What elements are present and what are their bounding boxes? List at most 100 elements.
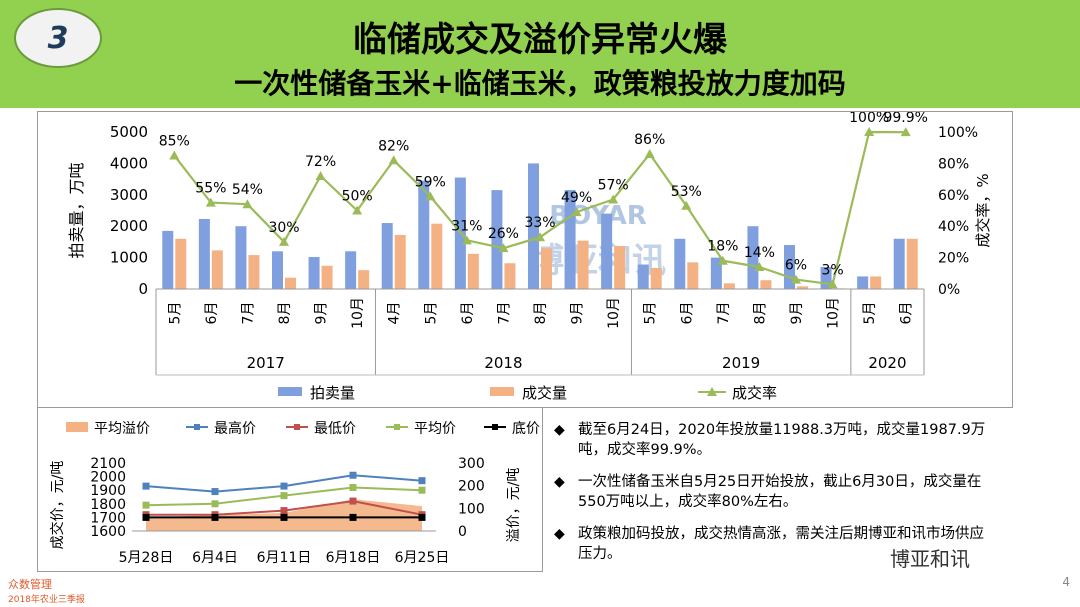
deal-rate-label: 49%: [561, 190, 592, 206]
deal-rate-point: [791, 274, 801, 284]
bar-auction: [601, 213, 613, 289]
x-category-label: 10月: [826, 297, 842, 329]
deal-rate-label: 50%: [342, 189, 373, 205]
bullet-list: ◆ 截至6月24日，2020年投放量11988.3万吨，成交量1987.9万吨，成…: [552, 420, 992, 576]
bar-deal: [650, 267, 662, 289]
right-tick-label: 300: [458, 456, 485, 472]
x-category-label: 6月: [204, 302, 220, 325]
deal-rate-label: 55%: [195, 181, 226, 197]
deal-rate-point: [535, 232, 545, 242]
price-point: [280, 482, 288, 490]
left-tick-label: 1800: [90, 497, 126, 513]
deal-rate-point: [352, 205, 363, 215]
deal-rate-label: 82%: [378, 138, 409, 154]
legend-label-deal: 成交量: [522, 384, 567, 402]
bar-auction: [272, 251, 283, 289]
bar-auction: [381, 223, 393, 289]
bar-auction: [491, 190, 503, 289]
bar-auction: [784, 245, 795, 289]
left-tick-label: 0: [138, 280, 148, 298]
bar-auction: [564, 190, 576, 289]
deal-rate-point: [571, 207, 582, 217]
deal-rate-point: [242, 199, 253, 209]
price-point: [280, 513, 288, 521]
right-axis-label: 溢价，元/吨: [506, 468, 522, 543]
deal-rate-point: [827, 279, 838, 289]
x-category-label: 4月: [387, 302, 403, 325]
bullet-item: ◆ 一次性储备玉米自5月25日开始投放，截止6月30日，成交量在550万吨以上，成…: [552, 472, 992, 512]
bar-auction: [308, 256, 320, 289]
bar-auction: [345, 251, 357, 289]
price-point: [142, 501, 150, 509]
bar-deal: [614, 245, 626, 289]
right-axis-label: 成交率，%: [974, 173, 992, 247]
right-tick-label: 200: [458, 479, 485, 495]
left-tick-label: 5000: [110, 123, 148, 141]
right-tick-label: 0: [458, 524, 467, 540]
bullet-diamond-icon: ◆: [554, 422, 565, 438]
right-tick-label: 60%: [938, 188, 969, 204]
bar-auction: [528, 163, 539, 289]
bar-deal: [211, 250, 223, 289]
bullet-item: ◆ 截至6月24日，2020年投放量11988.3万吨，成交量1987.9万吨，成…: [552, 420, 992, 460]
deal-rate-point: [461, 235, 472, 245]
bullet-text: 政策粮加码投放，成交热情高涨，需关注后期博亚和讯市场供应压力。: [578, 526, 984, 562]
price-point: [349, 471, 357, 479]
left-axis-label: 拍卖量，万吨: [67, 162, 86, 258]
x-category-label: 6月25日: [395, 550, 450, 566]
group-label: 2017: [247, 354, 285, 372]
legend-label: 平均溢价: [94, 421, 150, 437]
deal-rate-point: [279, 236, 289, 246]
x-category-label: 7月: [240, 302, 256, 325]
deal-rate-label: 31%: [451, 218, 482, 234]
bar-deal: [760, 280, 772, 289]
price-chart-panel: 平均溢价 最高价 最低价 平均价 底价 1600 1700 1800 1900 2000 2100 0…: [37, 407, 543, 572]
bar-deal: [431, 223, 443, 289]
deal-rate-point: [205, 197, 216, 207]
bar-deal: [321, 265, 333, 289]
price-point: [142, 482, 150, 490]
auction-chart: BOYAR博亚和讯0100020003000400050000%20%40%60…: [67, 110, 992, 402]
deal-rate-point: [754, 262, 765, 272]
x-category-label: 9月: [314, 302, 330, 325]
deal-rate-point: [425, 191, 436, 201]
deal-rate-label: 99.9%: [883, 112, 927, 126]
deal-rate-label: 100%: [849, 112, 889, 126]
x-category-label: 6月11日: [257, 550, 312, 566]
deal-rate-label: 72%: [305, 154, 336, 170]
deal-rate-label: 54%: [232, 182, 263, 198]
left-tick-label: 4000: [110, 154, 148, 172]
legend-label: 底价: [512, 421, 540, 437]
wechat-watermark: 博亚和讯: [890, 547, 970, 571]
bar-auction: [747, 226, 759, 289]
deal-rate-label: 26%: [488, 226, 519, 242]
deal-rate-label: 6%: [785, 258, 807, 274]
legend-label: 平均价: [414, 421, 456, 437]
bar-deal: [577, 240, 589, 289]
price-point: [280, 492, 288, 500]
deal-rate-label: 53%: [671, 184, 702, 200]
bar-deal: [248, 255, 260, 289]
right-tick-label: 40%: [938, 219, 969, 235]
legend-label-auction: 拍卖量: [310, 384, 355, 402]
deal-rate-point: [498, 243, 509, 253]
x-category-label: 6月: [460, 302, 476, 325]
left-axis-label: 成交价，元/吨: [49, 461, 66, 550]
x-category-label: 6月: [679, 302, 695, 325]
left-tick-label: 2100: [90, 456, 126, 472]
bar-auction: [674, 238, 686, 289]
x-category-label: 8月: [277, 302, 293, 325]
bar-deal: [870, 276, 882, 289]
deal-rate-point: [608, 194, 619, 204]
slide-subtitle: 一次性储备玉米+临储玉米，政策粮投放力度加码: [234, 67, 846, 100]
bar-deal: [504, 263, 516, 289]
price-point: [142, 513, 150, 521]
bar-deal: [285, 277, 296, 289]
deal-rate-point: [717, 255, 728, 265]
bullet-text: 截至6月24日，2020年投放量11988.3万吨，成交量1987.9万吨，成交…: [578, 422, 986, 458]
legend-label-rate: 成交率: [732, 384, 777, 402]
x-category-label: 5月: [423, 302, 439, 325]
slide-title: 临储成交及溢价异常火爆: [353, 20, 727, 60]
price-point: [349, 513, 357, 521]
left-tick-label: 1900: [90, 483, 126, 499]
